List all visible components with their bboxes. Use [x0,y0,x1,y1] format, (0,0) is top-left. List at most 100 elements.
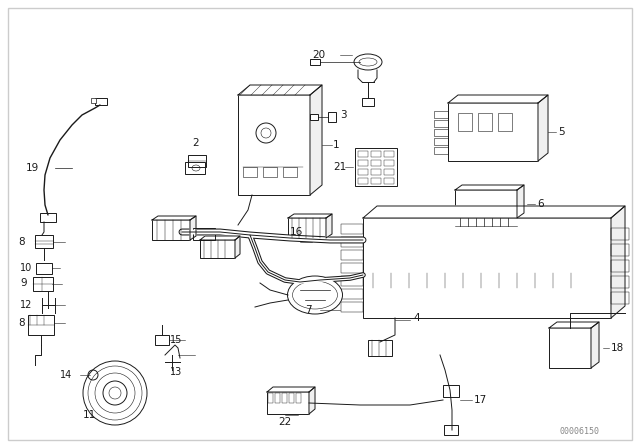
Bar [371,169,381,175]
Text: 2: 2 [193,138,199,148]
Bar [188,155,206,167]
Bar [355,148,397,186]
Bar [155,335,169,345]
Bar [434,138,448,145]
Bar [152,220,190,240]
Bar [40,213,56,222]
Text: 22: 22 [278,417,291,427]
Bar [341,289,363,299]
Bar [611,260,629,272]
Bar [384,151,394,157]
Bar [611,228,629,240]
Bar [549,328,591,368]
Bar [185,162,205,174]
Polygon shape [611,206,625,318]
Bar [371,178,381,184]
Bar [341,224,363,234]
Polygon shape [309,387,315,414]
Text: 15: 15 [170,335,182,345]
Bar [341,263,363,273]
Polygon shape [200,236,240,240]
Bar [238,95,310,195]
Bar [263,167,277,177]
Text: 14: 14 [60,370,72,380]
Bar [310,59,320,65]
Text: 11: 11 [83,410,96,420]
Polygon shape [517,185,524,218]
Bar [384,178,394,184]
Bar [267,392,309,414]
Polygon shape [288,214,332,218]
Bar [341,250,363,260]
Text: 16: 16 [290,227,303,237]
Bar [358,169,368,175]
Bar [434,147,448,154]
Bar [368,340,392,356]
Polygon shape [326,214,332,238]
Bar [288,218,326,238]
Bar [28,315,54,335]
Ellipse shape [287,276,342,314]
Text: 12: 12 [20,300,33,310]
Text: 8: 8 [18,237,24,247]
Text: 5: 5 [558,127,564,137]
Polygon shape [455,185,524,190]
Polygon shape [310,85,322,195]
Bar [358,151,368,157]
Polygon shape [235,236,240,258]
Polygon shape [538,95,548,161]
Bar [458,113,472,131]
Bar [478,113,492,131]
Polygon shape [190,216,196,240]
Text: 21: 21 [333,162,346,172]
Bar [283,167,297,177]
Text: 3: 3 [340,110,347,120]
Bar [289,393,294,403]
Bar [443,385,459,397]
Bar [384,160,394,166]
Bar [35,235,53,248]
Bar [310,114,318,120]
Bar [362,98,374,106]
Bar [200,240,235,258]
Polygon shape [363,206,625,218]
Polygon shape [549,322,599,328]
Bar [95,98,107,105]
Text: 20: 20 [312,50,325,60]
Bar [498,113,512,131]
Polygon shape [591,322,599,368]
Bar [33,277,53,291]
Bar [341,276,363,286]
Bar [363,218,611,318]
Bar [296,393,301,403]
Text: 7: 7 [305,305,312,315]
Bar [358,178,368,184]
Text: 1: 1 [333,140,340,150]
Text: 19: 19 [26,163,39,173]
Bar [275,393,280,403]
Text: 6: 6 [537,199,543,209]
Text: 4: 4 [413,313,420,323]
Text: 17: 17 [474,395,487,405]
Bar [282,393,287,403]
Text: 10: 10 [20,263,32,273]
Text: 18: 18 [611,343,624,353]
Bar [91,98,96,103]
Text: 00006150: 00006150 [560,427,600,436]
Bar [243,167,257,177]
Bar [444,425,458,435]
Polygon shape [267,387,315,392]
Bar [448,103,538,161]
Bar [434,111,448,118]
Bar [371,160,381,166]
Bar [268,393,273,403]
Bar [611,292,629,304]
Bar [611,244,629,256]
Bar [341,302,363,312]
Bar [371,151,381,157]
Bar [341,237,363,247]
Text: 9: 9 [20,278,27,288]
Bar [455,190,517,218]
Bar [36,263,52,274]
Text: 8: 8 [18,318,24,328]
